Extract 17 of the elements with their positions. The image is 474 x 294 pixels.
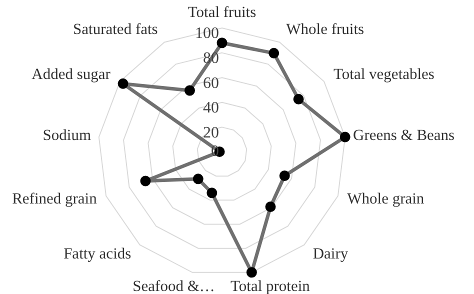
- spoke-label: Seafood &…: [132, 278, 215, 294]
- spoke-label: Total vegetables: [334, 66, 434, 84]
- spoke-label: Added sugar: [32, 66, 112, 84]
- spoke-label: Greens & Beans: [353, 127, 455, 144]
- y-tick-label: 60: [203, 74, 219, 92]
- spoke-label: Whole grain: [347, 190, 424, 208]
- spoke-label: Total fruits: [188, 4, 256, 22]
- y-tick-label: 20: [203, 124, 219, 142]
- spoke-label: Saturated fats: [73, 20, 158, 38]
- spoke-label: Total protein: [230, 278, 310, 294]
- y-tick-label: 40: [203, 100, 219, 117]
- spoke-label: Whole fruits: [286, 20, 364, 38]
- spoke-label: Sodium: [42, 127, 91, 144]
- spoke-label: Dairy: [312, 246, 348, 263]
- spoke-label: Refined grain: [12, 190, 98, 208]
- y-tick-label: 100: [195, 25, 219, 42]
- spoke-label: Fatty acids: [64, 246, 132, 263]
